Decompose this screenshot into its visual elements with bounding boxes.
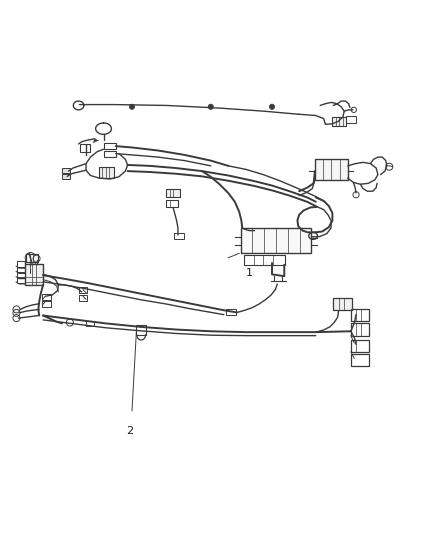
Bar bbox=[42, 301, 50, 307]
Bar bbox=[136, 325, 146, 335]
Bar bbox=[166, 189, 180, 197]
Bar bbox=[78, 287, 87, 293]
Bar bbox=[350, 354, 368, 366]
Bar bbox=[240, 228, 311, 253]
Bar bbox=[17, 266, 25, 272]
Bar bbox=[350, 324, 368, 336]
Bar bbox=[332, 298, 351, 310]
Text: 1: 1 bbox=[245, 268, 252, 278]
Circle shape bbox=[208, 104, 213, 109]
Bar bbox=[25, 264, 43, 285]
Circle shape bbox=[25, 253, 35, 263]
Polygon shape bbox=[92, 139, 99, 143]
Bar bbox=[17, 278, 25, 283]
Bar bbox=[26, 254, 38, 262]
Bar bbox=[103, 143, 116, 149]
Bar bbox=[17, 261, 25, 266]
Bar bbox=[78, 295, 87, 301]
Bar bbox=[346, 116, 355, 123]
Bar bbox=[314, 159, 347, 180]
Circle shape bbox=[269, 104, 274, 109]
Bar bbox=[80, 144, 90, 152]
Bar bbox=[243, 255, 285, 265]
Bar bbox=[62, 174, 70, 179]
Bar bbox=[42, 294, 50, 300]
Bar bbox=[86, 321, 94, 326]
Bar bbox=[332, 117, 346, 126]
Bar bbox=[99, 167, 114, 178]
Bar bbox=[166, 199, 178, 207]
Circle shape bbox=[25, 258, 35, 268]
Bar bbox=[226, 309, 235, 314]
Circle shape bbox=[129, 104, 134, 109]
Bar bbox=[17, 272, 25, 278]
Text: 2: 2 bbox=[126, 426, 133, 435]
Bar bbox=[350, 340, 368, 352]
Bar bbox=[350, 309, 368, 321]
Bar bbox=[103, 150, 116, 157]
Bar bbox=[62, 167, 70, 173]
Bar bbox=[173, 233, 183, 239]
